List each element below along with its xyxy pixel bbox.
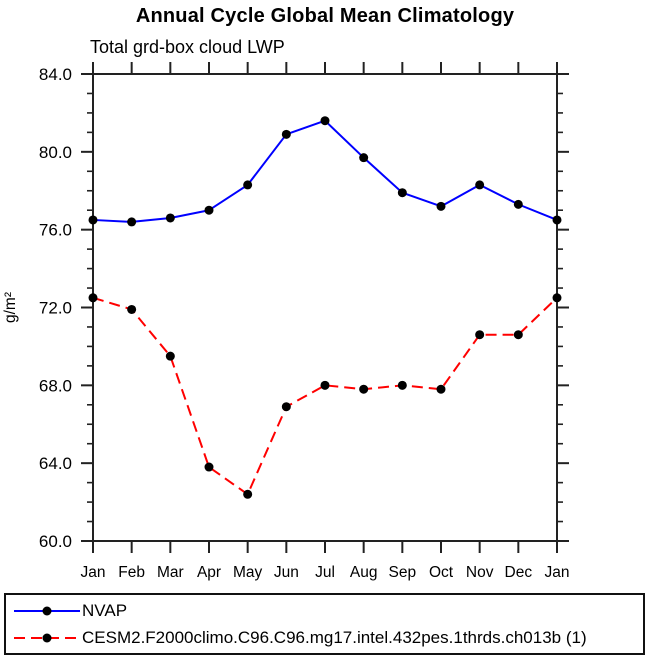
plot-area: 60.0 64.0 68.0 72.0 76.0 80.0 84.0 Jan Feb Mar Apr… [2,62,570,581]
x-axis-tick-label: May [233,564,263,581]
x-axis-tick-label: Apr [197,564,221,581]
x-axis-tick-label: Feb [118,564,145,581]
data-point-series-1 [552,293,562,303]
legend-label-nvap: NVAP [82,601,128,620]
data-point-series-1 [436,384,446,394]
series-line-1 [92,296,558,496]
x-axis-tick-label: Jun [274,564,299,581]
data-point-series-0 [475,180,485,190]
chart-subtitle: Total grd-box cloud LWP [90,37,285,57]
legend-label-cesm2: CESM2.F2000climo.C96.C96.mg17.intel.432p… [82,628,587,647]
legend-dashed-line-icon [14,633,80,642]
data-point-series-0 [359,153,369,163]
data-point-series-1 [359,384,369,394]
data-point-series-0 [165,213,175,223]
x-axis-tick-label: Oct [429,564,454,581]
x-axis-tick-label: Jan [545,564,570,581]
chart-title: Annual Cycle Global Mean Climatology [135,5,515,27]
data-point-series-1 [397,380,407,390]
data-point-series-1 [88,293,98,303]
y-axis-tick-label: 68.0 [39,376,72,395]
data-point-series-0 [88,215,98,225]
series-line-0 [92,119,558,223]
y-axis-tick-label: 72.0 [39,299,72,318]
data-point-series-0 [127,217,137,227]
data-point-series-1 [127,304,137,314]
data-point-series-0 [436,201,446,211]
data-point-series-0 [513,199,523,209]
data-point-series-0 [320,116,330,126]
data-point-series-0 [243,180,253,190]
x-axis-tick-label: Jul [315,564,335,581]
x-axis-tick-label: Nov [466,564,494,581]
y-axis-tick-label: 84.0 [39,65,72,84]
data-point-series-1 [475,330,485,340]
data-point-series-1 [320,380,330,390]
data-point-series-0 [204,205,214,215]
legend-item-nvap: NVAP [12,597,643,624]
y-axis-tick-label: 60.0 [39,532,72,551]
legend-box: NVAP CESM2.F2000climo.C96.C96.mg17.intel… [4,593,645,655]
y-axis-tick-label: 76.0 [39,221,72,240]
data-point-series-1 [281,402,291,412]
data-point-series-0 [281,129,291,139]
legend-item-cesm2: CESM2.F2000climo.C96.C96.mg17.intel.432p… [12,624,643,651]
data-point-series-1 [204,462,214,472]
data-point-series-1 [513,330,523,340]
y-axis-tick-label: 64.0 [39,454,72,473]
x-axis-tick-label: Dec [505,564,533,581]
x-axis-tick-label: Mar [157,564,184,581]
legend-solid-line-icon [14,606,80,615]
y-axis-title: g/m² [2,292,19,323]
x-axis-tick-label: Sep [389,564,417,581]
data-point-series-1 [165,351,175,361]
data-point-series-0 [397,188,407,198]
y-axis-tick-label: 80.0 [39,143,72,162]
x-axis-tick-label: Jan [81,564,106,581]
data-point-series-1 [243,489,253,499]
x-axis-tick-label: Aug [350,564,378,581]
data-point-series-0 [552,215,562,225]
